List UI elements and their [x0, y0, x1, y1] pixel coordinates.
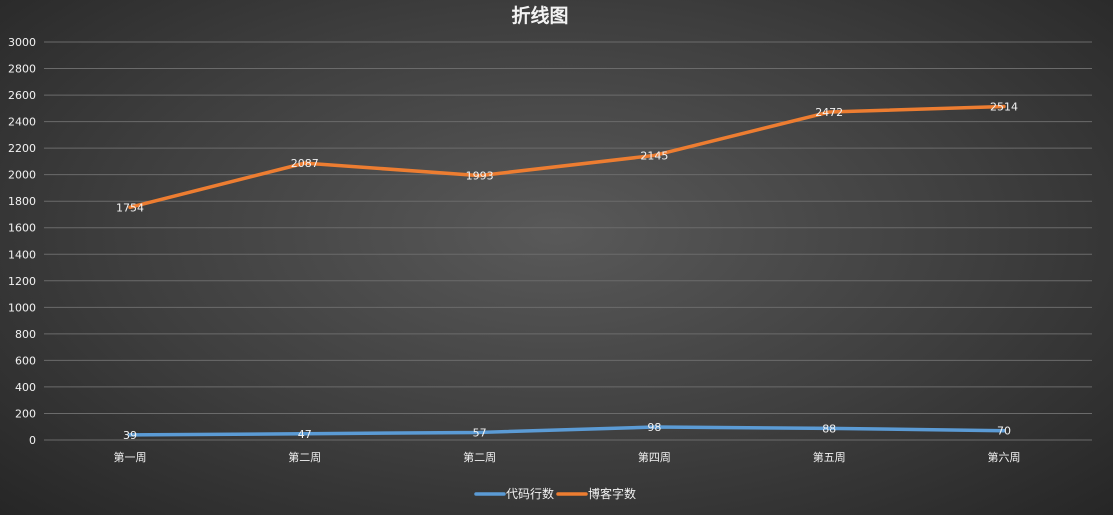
- y-tick-label: 2000: [8, 169, 36, 182]
- series-lines: [128, 104, 1006, 437]
- data-label: 47: [298, 428, 312, 441]
- series-line: [128, 104, 1006, 210]
- y-tick-label: 2400: [8, 116, 36, 129]
- data-label: 2472: [815, 106, 843, 119]
- y-tick-label: 1000: [8, 301, 36, 314]
- data-label: 2087: [291, 157, 319, 170]
- data-label: 1993: [466, 170, 494, 183]
- data-point: [128, 205, 132, 209]
- y-tick-label: 800: [15, 328, 36, 341]
- gridlines: [44, 41, 1092, 441]
- x-tick-label: 第六周: [988, 450, 1021, 464]
- legend-label: 代码行数: [506, 486, 554, 501]
- data-point: [303, 432, 307, 436]
- data-point: [478, 430, 482, 434]
- data-point: [303, 161, 307, 165]
- x-tick-label: 第二周: [288, 450, 321, 464]
- legend-label: 博客字数: [588, 486, 636, 501]
- x-tick-label: 第一周: [114, 450, 147, 464]
- data-label: 98: [647, 421, 661, 434]
- data-point: [128, 433, 132, 437]
- y-tick-label: 3000: [8, 36, 36, 49]
- y-axis-ticks: 0 200 400 600 800 1000 1200 1400 1600 1800 2000 220…: [8, 36, 36, 447]
- data-label: 2514: [990, 100, 1018, 113]
- y-tick-label: 600: [15, 354, 36, 367]
- data-label: 39: [123, 429, 137, 442]
- series-line: [128, 425, 1006, 437]
- y-tick-label: 1600: [8, 222, 36, 235]
- data-label: 57: [473, 426, 487, 439]
- chart-title: 折线图: [511, 4, 568, 27]
- y-tick-label: 1200: [8, 275, 36, 288]
- y-tick-label: 400: [15, 381, 36, 394]
- y-tick-label: 200: [15, 407, 36, 420]
- data-point: [1002, 104, 1006, 108]
- x-tick-label: 第二周: [463, 450, 496, 464]
- y-tick-label: 0: [29, 434, 36, 447]
- data-label: 1754: [116, 201, 144, 214]
- data-label: 2145: [640, 149, 668, 162]
- data-point: [827, 426, 831, 430]
- x-axis-ticks: 第一周 第二周 第二周 第四周 第五周 第六周: [114, 450, 1021, 464]
- y-tick-label: 1800: [8, 195, 36, 208]
- data-point: [652, 425, 656, 429]
- data-labels: 39 47 57 98 88 70 1754 2087 1993 2145 2472 2514: [116, 100, 1018, 441]
- y-tick-label: 2800: [8, 63, 36, 76]
- data-point: [827, 110, 831, 114]
- x-tick-label: 第五周: [813, 450, 846, 464]
- data-label: 70: [997, 425, 1011, 438]
- legend: 代码行数 博客字数: [474, 486, 636, 501]
- y-tick-label: 2600: [8, 89, 36, 102]
- y-tick-label: 2200: [8, 142, 36, 155]
- data-point: [652, 153, 656, 157]
- data-label: 88: [822, 422, 836, 435]
- data-point: [478, 174, 482, 178]
- data-point: [1002, 429, 1006, 433]
- x-tick-label: 第四周: [638, 450, 671, 464]
- y-tick-label: 1400: [8, 248, 36, 261]
